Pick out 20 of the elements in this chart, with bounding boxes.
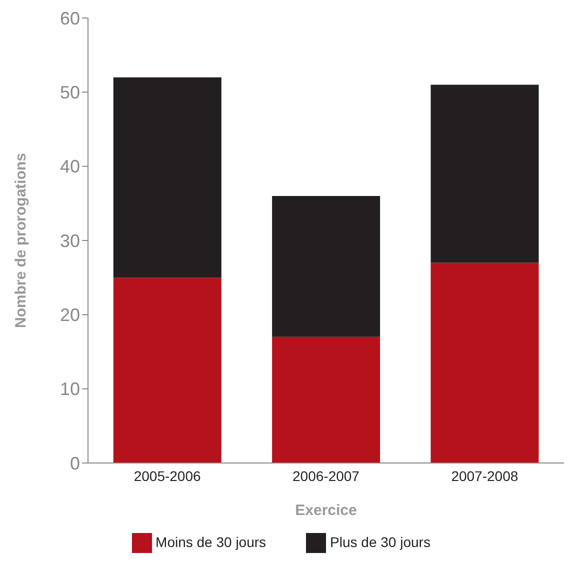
x-axis-title: Exercice [295,502,357,519]
y-tick-label: 0 [70,453,80,474]
bar [430,262,539,463]
legend-label: Plus de 30 jours [330,534,430,550]
x-tick-label: 2005-2006 [134,468,202,484]
bar [272,336,380,463]
y-axis-title: Nombre de prorogations [12,152,30,328]
y-tick-label: 30 [60,230,80,251]
bar [430,84,539,263]
bar [113,278,222,463]
bar [272,196,380,337]
bar [113,77,222,278]
x-tick-label: 2006-2007 [292,468,360,484]
y-tick-label: 20 [60,305,80,326]
y-tick-label: 60 [60,8,80,28]
legend-label: Moins de 30 jours [156,534,266,550]
y-tick-label: 50 [60,82,80,103]
y-tick-label: 40 [60,156,80,177]
y-tick-label: 10 [60,379,80,400]
x-tick-label: 2007-2008 [451,468,518,484]
